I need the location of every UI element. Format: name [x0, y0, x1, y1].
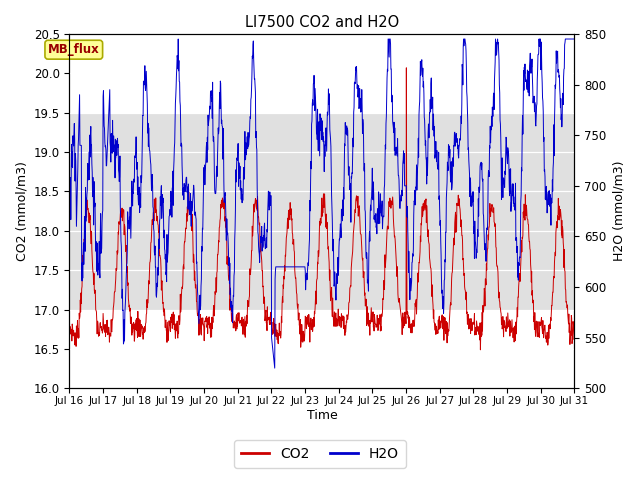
Bar — [69, 113, 575, 310]
Legend: CO2, H2O: CO2, H2O — [234, 440, 406, 468]
Text: MB_flux: MB_flux — [48, 43, 100, 56]
Y-axis label: H2O (mmol/m3): H2O (mmol/m3) — [612, 161, 625, 262]
X-axis label: Time: Time — [307, 409, 337, 422]
Title: LI7500 CO2 and H2O: LI7500 CO2 and H2O — [245, 15, 399, 30]
Y-axis label: CO2 (mmol/m3): CO2 (mmol/m3) — [15, 161, 28, 261]
